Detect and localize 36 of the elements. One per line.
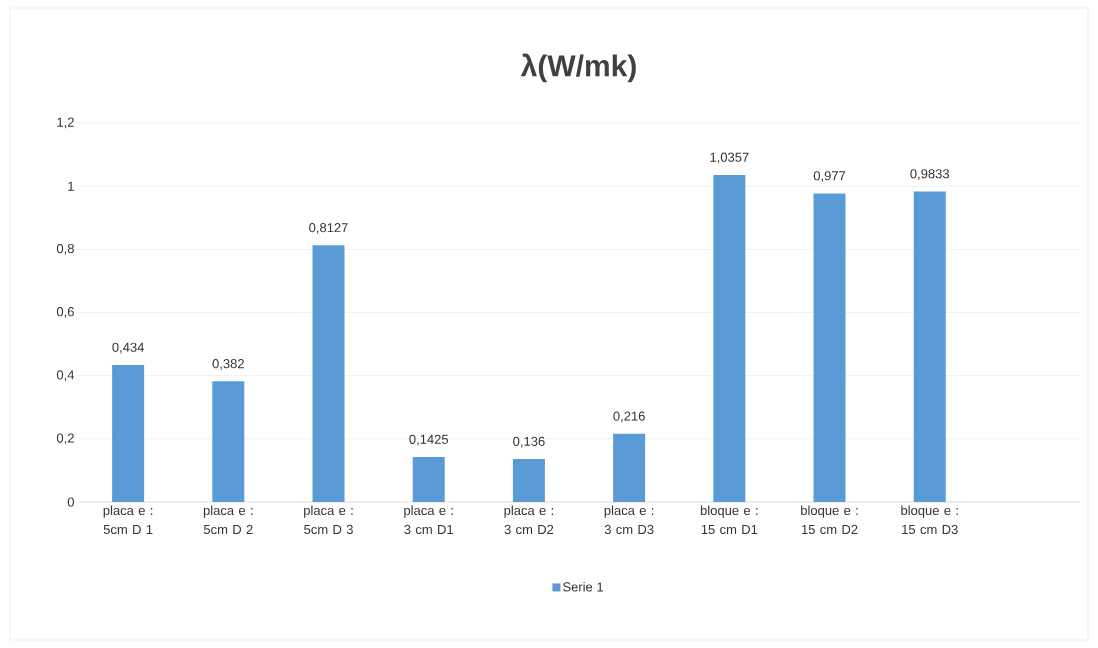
data-label: 0,216 [613,411,645,423]
chart-title: λ(W/mk) [520,53,636,83]
y-tick-label: 0,8 [56,243,74,255]
data-label: 0,9833 [910,169,950,180]
data-label: 0,382 [212,359,244,370]
bar [212,381,245,502]
x-tick-label: bloque e : 15 cm D2 [801,505,858,535]
data-label: 0,8127 [309,223,348,234]
bar [713,174,746,502]
bar [112,364,145,502]
x-tick-label: bloque e : 15 cm D3 [901,505,958,535]
bar [412,456,445,502]
y-tick-label: 1,2 [57,117,74,129]
y-tick-label: 0,6 [56,307,74,318]
x-tick-label: placa e : 3 cm D3 [604,505,654,535]
data-label: 0,136 [513,436,545,448]
data-label: 0,1425 [409,434,449,446]
y-tick-label: 0,2 [56,433,74,445]
y-tick-label: 1 [68,181,74,191]
x-tick-label: placa e : 5cm D 3 [304,505,353,535]
data-label: 1,0357 [710,152,749,164]
bar [813,193,846,502]
x-tick-label: placa e : 3 cm D2 [504,505,554,535]
data-label: 0,434 [112,342,144,354]
x-tick-label: placa e : 3 cm D1 [404,505,453,535]
bar [512,459,545,502]
x-tick-label: bloque e : 15 cm D1 [700,505,758,535]
x-tick-label: placa e : 5cm D 1 [103,505,153,535]
data-label: 0,977 [813,171,846,182]
bar [613,433,646,502]
bar [913,191,946,502]
bar [312,245,345,502]
legend-label: Serie 1 [563,581,603,592]
y-tick-label: 0 [67,497,74,507]
y-tick-label: 0,4 [56,370,75,382]
x-tick-label: placa e : 5cm D 2 [203,505,253,535]
